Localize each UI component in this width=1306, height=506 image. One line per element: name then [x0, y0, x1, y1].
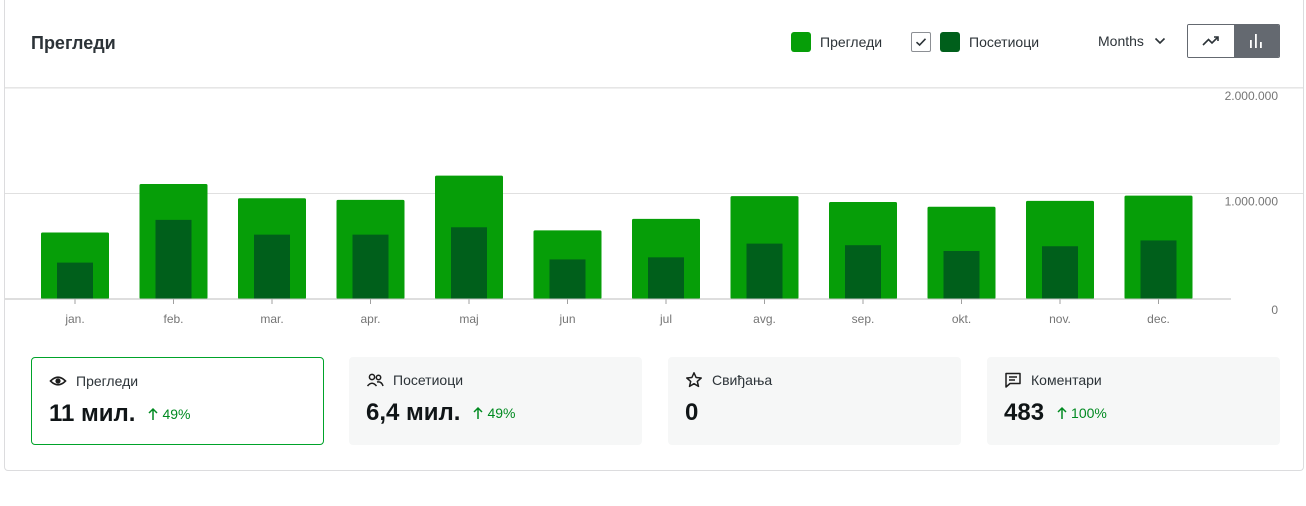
- stat-comments-label-row: Коментари: [1004, 371, 1263, 389]
- stat-visitors-value: 6,4 мил.: [366, 399, 461, 426]
- x-tick-label: jan.: [64, 312, 84, 326]
- stat-views-change: 49%: [147, 406, 191, 422]
- bar-visitors: [549, 259, 586, 299]
- bar-visitors: [1042, 246, 1078, 299]
- y-tick-label: 0: [1271, 303, 1278, 317]
- stat-views-row: 11 мил. 49%: [49, 400, 306, 428]
- x-tick-label: sep.: [852, 312, 875, 326]
- stat-card-views[interactable]: Прегледи 11 мил. 49%: [31, 357, 324, 445]
- bar-visitors: [451, 227, 487, 299]
- views-bar-chart: 0 1.000.000 2.000.000 jan. feb. mar. apr. maj ju…: [5, 88, 1303, 326]
- x-tick-label: mar.: [260, 312, 283, 326]
- stat-comments-label: Коментари: [1031, 372, 1102, 388]
- stat-likes-label-row: Свиђања: [685, 371, 944, 389]
- y-tick-label: 2.000.000: [1225, 89, 1279, 103]
- stat-views-change-value: 49%: [162, 406, 191, 422]
- x-tick-label: nov.: [1049, 312, 1071, 326]
- bar-visitors: [254, 234, 290, 299]
- stat-views-label: Прегледи: [76, 373, 139, 389]
- bar-visitors: [648, 257, 684, 299]
- x-tick-label: jul: [659, 312, 672, 326]
- x-tick-label: apr.: [360, 312, 380, 326]
- legend-views-swatch: [791, 32, 811, 52]
- stat-visitors-change: 49%: [472, 405, 515, 421]
- chevron-down-icon: [1154, 37, 1165, 45]
- stat-comments-row: 483 100%: [1004, 399, 1263, 427]
- stat-views-label-row: Прегледи: [49, 372, 306, 390]
- stat-likes-label: Свиђања: [712, 372, 773, 388]
- stat-comments-change: 100%: [1056, 405, 1107, 421]
- visitors-checkbox[interactable]: [911, 32, 931, 52]
- bar-visitors: [352, 234, 389, 299]
- legend-visitors-label: Посетиоци: [969, 34, 1040, 50]
- x-tick-label: feb.: [163, 312, 183, 326]
- stats-card: Прегледи Прегледи Посетиоци Months: [4, 0, 1304, 471]
- stat-card-comments[interactable]: Коментари 483 100%: [987, 357, 1280, 445]
- x-tick-label: maj: [459, 312, 478, 326]
- legend-visitors[interactable]: Посетиоци: [911, 32, 1039, 52]
- y-tick-label: 1.000.000: [1225, 195, 1279, 209]
- chart-header: Прегледи Прегледи Посетиоци Months: [5, 0, 1303, 88]
- stat-comments-value: 483: [1004, 399, 1045, 426]
- arrow-up-icon: [148, 407, 158, 420]
- bar-chart-button[interactable]: [1233, 25, 1279, 57]
- legend-views-label: Прегледи: [820, 34, 883, 50]
- checkmark-icon: [915, 38, 927, 47]
- bar-visitors: [155, 219, 192, 299]
- legend-views: Прегледи: [791, 32, 882, 52]
- bar-visitors: [943, 250, 980, 299]
- bar-visitors: [57, 262, 93, 299]
- line-chart-icon: [1202, 36, 1219, 46]
- eye-icon: [49, 376, 67, 386]
- period-select-value: Months: [1098, 33, 1144, 49]
- stat-likes-value: 0: [685, 399, 699, 426]
- stat-comments-change-value: 100%: [1071, 405, 1107, 421]
- legend-visitors-swatch: [940, 32, 960, 52]
- comment-icon: [1005, 372, 1021, 388]
- chart-type-toggle: [1187, 24, 1280, 58]
- bar-visitors: [746, 243, 783, 299]
- people-icon: [366, 373, 384, 387]
- arrow-up-icon: [1057, 406, 1067, 419]
- star-icon: [686, 372, 702, 388]
- stat-visitors-row: 6,4 мил. 49%: [366, 399, 625, 427]
- stat-visitors-change-value: 49%: [487, 405, 516, 421]
- x-tick-label: avg.: [753, 312, 776, 326]
- arrow-up-icon: [473, 406, 483, 419]
- x-tick-label: okt.: [952, 312, 971, 326]
- x-tick-label: jun: [558, 312, 575, 326]
- period-select[interactable]: Months: [1098, 33, 1166, 49]
- stat-visitors-label: Посетиоци: [393, 372, 464, 388]
- bar-visitors: [845, 245, 881, 299]
- x-tick-label: dec.: [1147, 312, 1170, 326]
- stat-likes-row: 0: [685, 399, 944, 427]
- stat-card-visitors[interactable]: Посетиоци 6,4 мил. 49%: [349, 357, 642, 445]
- stat-views-value: 11 мил.: [49, 400, 136, 427]
- bar-chart-icon: [1250, 34, 1263, 48]
- stat-card-likes[interactable]: Свиђања 0: [668, 357, 961, 445]
- stat-visitors-label-row: Посетиоци: [366, 371, 625, 389]
- page-title: Прегледи: [31, 33, 116, 53]
- line-chart-button[interactable]: [1188, 25, 1234, 57]
- bar-visitors: [1140, 240, 1177, 299]
